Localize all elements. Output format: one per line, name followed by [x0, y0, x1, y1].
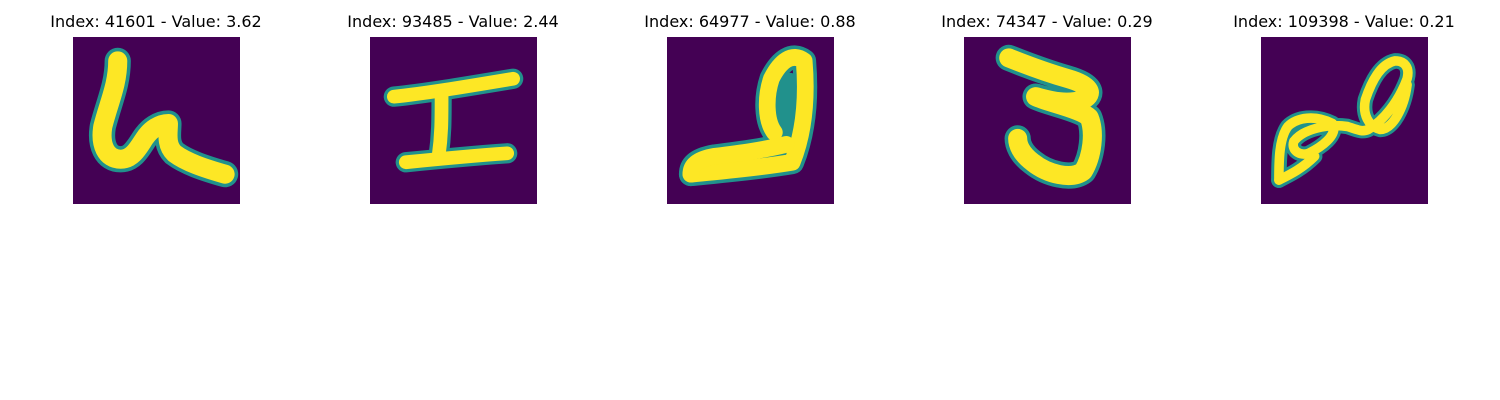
digit-image	[73, 37, 240, 204]
panel-3: Index: 64977 - Value: 0.88	[620, 0, 880, 210]
panel-4: Index: 74347 - Value: 0.29	[917, 0, 1177, 210]
panel-2: Index: 93485 - Value: 2.44	[323, 0, 583, 210]
panel-5: Index: 109398 - Value: 0.21	[1214, 0, 1474, 210]
digit-image	[667, 37, 834, 204]
panel-1: Index: 41601 - Value: 3.62	[26, 0, 286, 210]
panel-title: Index: 64977 - Value: 0.88	[644, 12, 856, 31]
panel-title: Index: 93485 - Value: 2.44	[347, 12, 559, 31]
panel-title: Index: 74347 - Value: 0.29	[941, 12, 1153, 31]
panel-title: Index: 109398 - Value: 0.21	[1233, 12, 1455, 31]
digit-image	[370, 37, 537, 204]
digit-image	[964, 37, 1131, 204]
digit-image	[1261, 37, 1428, 204]
panel-title: Index: 41601 - Value: 3.62	[50, 12, 262, 31]
